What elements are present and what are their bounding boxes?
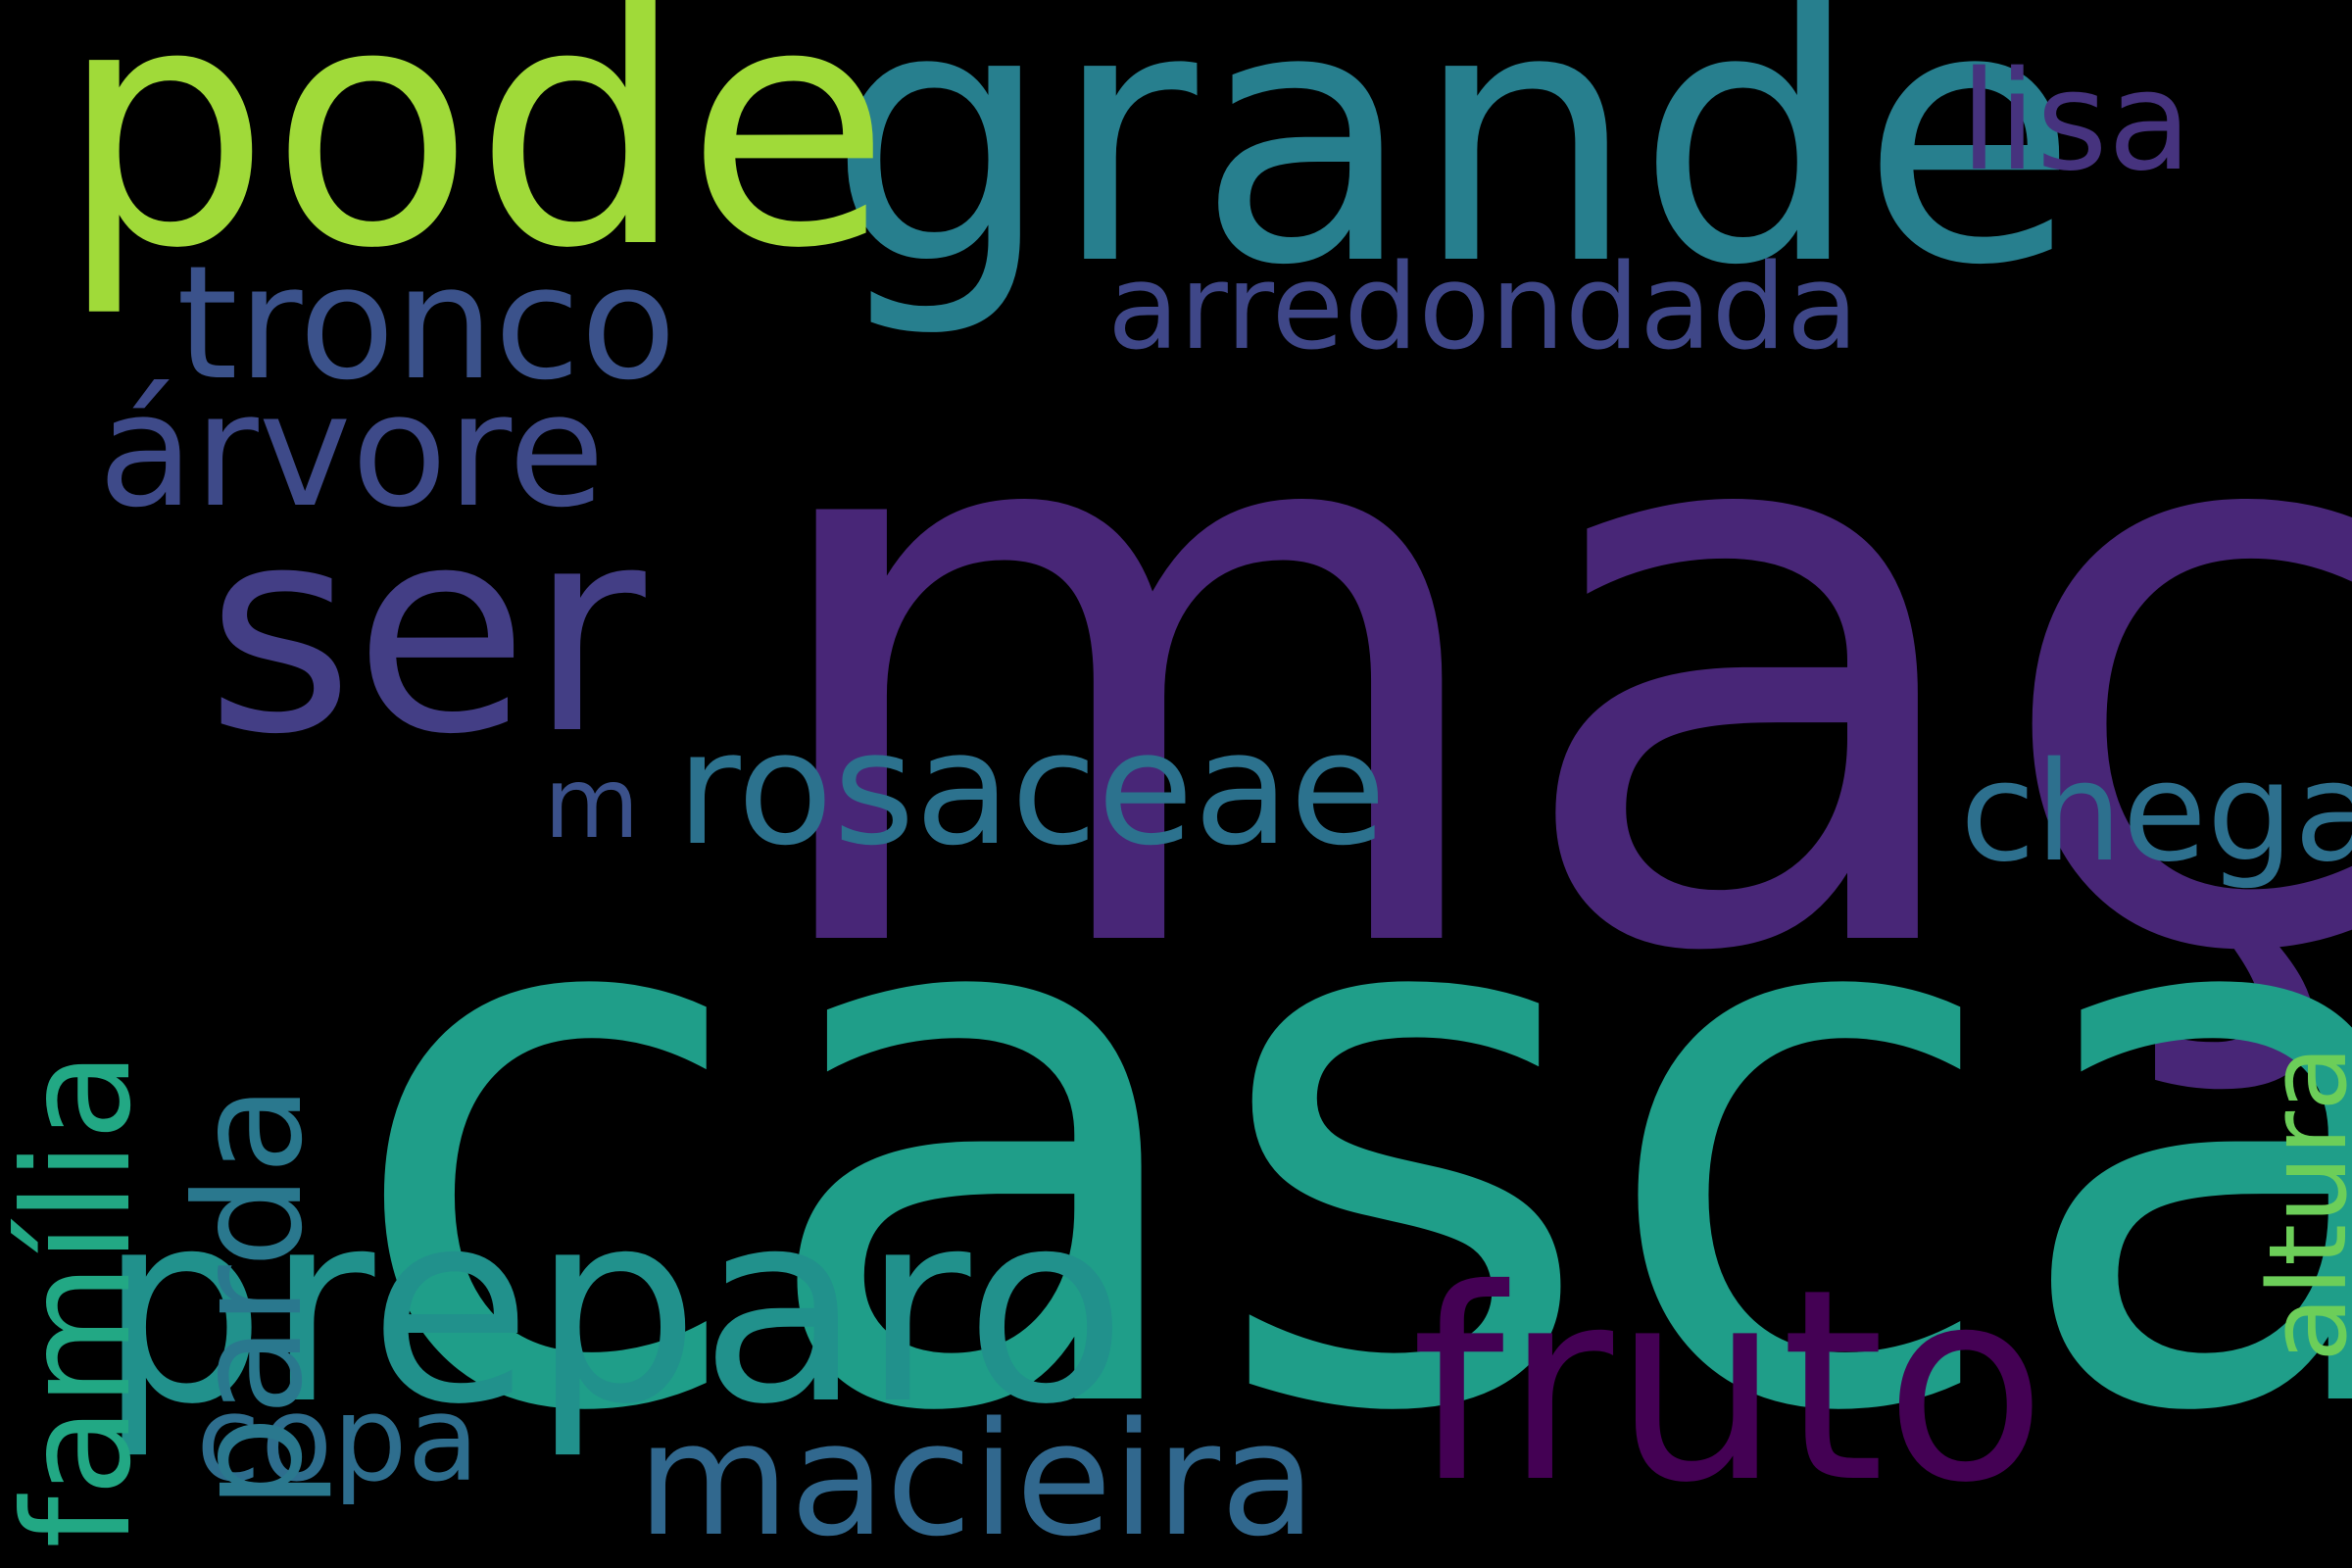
word-fruto: fruto	[1411, 1232, 2047, 1541]
word-parda: parda	[165, 1084, 335, 1509]
word-copa: copa	[196, 1372, 480, 1508]
word-pode: pode	[59, 0, 891, 321]
word-chega: chega	[1960, 733, 2352, 893]
word-familia: família	[0, 1051, 164, 1548]
word-maca: maçã	[745, 210, 2352, 1123]
word-lisa: lisa	[1960, 42, 2192, 202]
word-macieira: macieira	[637, 1388, 1317, 1568]
word-altura: altura	[2245, 1045, 2352, 1362]
word-ser: ser	[206, 466, 646, 797]
word-rosaceae: rosaceae	[676, 697, 1387, 880]
word-preparo: preparo	[98, 1153, 1127, 1462]
word-arvore: árvore	[98, 359, 606, 542]
word-casca: casca	[343, 709, 2352, 1568]
word-arredondada: arredondada	[1107, 240, 1859, 376]
word-grande: grande	[828, 0, 2079, 342]
word-tronco: tronco	[176, 231, 677, 415]
word-m: m	[544, 746, 640, 860]
